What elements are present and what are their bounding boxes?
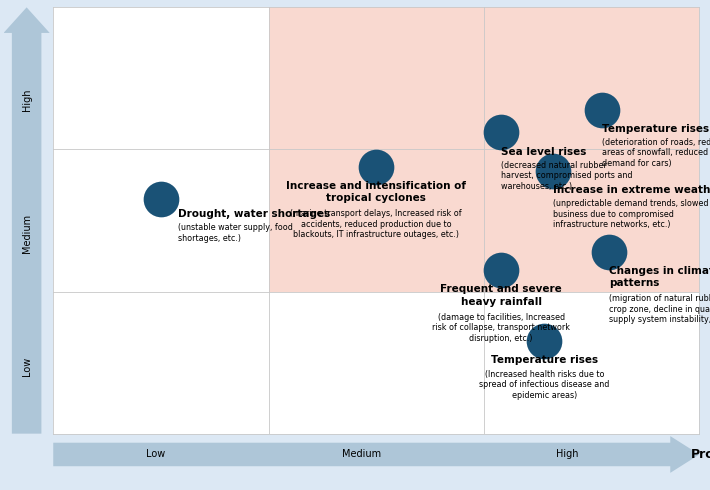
Text: Increase in extreme weather: Increase in extreme weather xyxy=(553,185,710,195)
Text: High: High xyxy=(21,89,32,111)
Text: (damage to facilities, Increased
risk of collapse, transport network
disruption,: (damage to facilities, Increased risk of… xyxy=(432,313,570,343)
Text: Sea level rises: Sea level rises xyxy=(501,147,586,157)
Polygon shape xyxy=(53,436,699,473)
Text: (unpredictable demand trends, slowed
business due to compromised
infrastructure : (unpredictable demand trends, slowed bus… xyxy=(553,199,709,229)
Text: Temperature rises: Temperature rises xyxy=(491,356,598,366)
Text: Medium: Medium xyxy=(342,449,381,460)
Text: Low: Low xyxy=(146,449,165,460)
Text: (decreased natural rubber
harvest, compromised ports and
warehouses, etc.): (decreased natural rubber harvest, compr… xyxy=(501,161,633,191)
Text: Drought, water shortages: Drought, water shortages xyxy=(178,209,330,219)
Point xyxy=(547,167,559,175)
Text: Frequent and severe
heavy rainfall: Frequent and severe heavy rainfall xyxy=(440,284,562,307)
Text: Probability: Probability xyxy=(692,448,710,461)
Polygon shape xyxy=(4,7,50,434)
Text: Low: Low xyxy=(21,357,32,376)
Text: (migration of natural rubber tree
crop zone, decline in quality, energy
supply s: (migration of natural rubber tree crop z… xyxy=(609,294,710,324)
Text: Changes in climate
patterns: Changes in climate patterns xyxy=(609,266,710,289)
Text: (deterioration of roads, reduced
areas of snowfall, reduced
demand for cars): (deterioration of roads, reduced areas o… xyxy=(602,138,710,168)
Point xyxy=(604,248,615,256)
Bar xyxy=(268,7,699,292)
Text: (Increased health risks due to
spread of infectious disease and
epidemic areas): (Increased health risks due to spread of… xyxy=(479,369,609,399)
Text: Medium: Medium xyxy=(21,214,32,253)
Point xyxy=(155,196,167,203)
Text: (unstable water supply, food
shortages, etc.): (unstable water supply, food shortages, … xyxy=(178,223,293,243)
Point xyxy=(496,128,507,136)
Point xyxy=(596,106,608,114)
Point xyxy=(539,337,550,345)
Text: High: High xyxy=(556,449,579,460)
Point xyxy=(496,267,507,274)
Text: Increase and intensification of
tropical cyclones: Increase and intensification of tropical… xyxy=(286,181,466,203)
Text: Temperature rises: Temperature rises xyxy=(602,124,709,134)
Text: (marine transport delays, Increased risk of
accidents, reduced production due to: (marine transport delays, Increased risk… xyxy=(290,209,462,239)
Point xyxy=(371,163,382,171)
